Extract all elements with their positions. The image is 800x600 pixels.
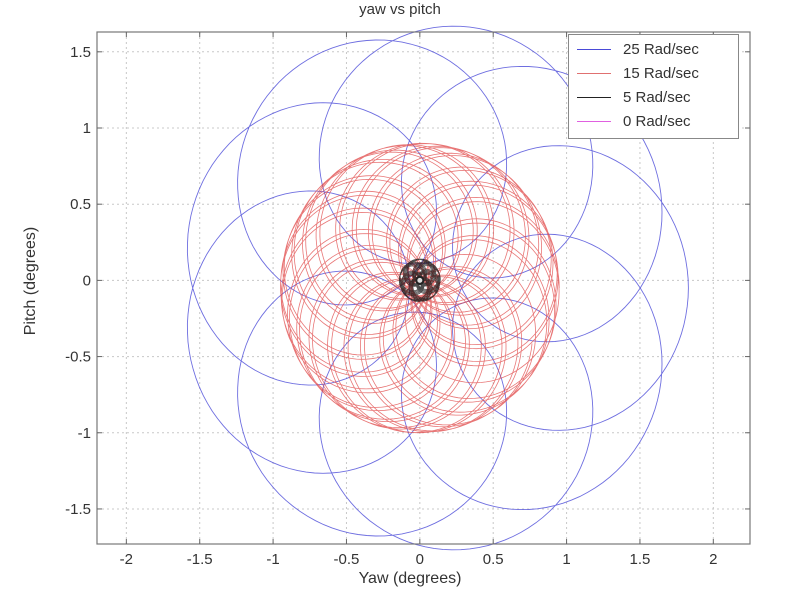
- legend-item-15-rad: 15 Rad/sec: [577, 62, 699, 84]
- origin-marker: [415, 275, 425, 285]
- svg-text:1.5: 1.5: [630, 551, 651, 568]
- svg-text:-1: -1: [266, 551, 279, 568]
- series-15-rad-sec: [280, 142, 560, 434]
- legend: 25 Rad/sec 15 Rad/sec 5 Rad/sec 0 Rad/se…: [568, 34, 739, 139]
- chart-title: yaw vs pitch: [359, 1, 441, 18]
- svg-text:1: 1: [83, 120, 91, 137]
- legend-line-icon: [577, 72, 611, 74]
- legend-line-icon: [577, 120, 611, 122]
- svg-text:-1.5: -1.5: [187, 551, 213, 568]
- svg-text:0: 0: [83, 272, 91, 289]
- legend-line-icon: [577, 96, 611, 98]
- svg-text:2: 2: [709, 551, 717, 568]
- axes-frame: [96, 31, 751, 545]
- legend-line-icon: [577, 48, 611, 50]
- svg-text:-0.5: -0.5: [334, 551, 360, 568]
- legend-label: 25 Rad/sec: [623, 40, 699, 58]
- legend-item-5-rad: 5 Rad/sec: [577, 86, 691, 108]
- data-curves: [186, 25, 689, 551]
- svg-text:1.5: 1.5: [70, 44, 91, 61]
- svg-text:0.5: 0.5: [70, 196, 91, 213]
- axis-ticks: -2 -1.5 -1 -0.5 0 0.5 1 1.5 2 -1.5 -1 -0.5 0 0.5 1 1.5: [65, 32, 750, 568]
- legend-label: 5 Rad/sec: [623, 88, 691, 106]
- x-axis-label: Yaw (degrees): [358, 570, 462, 587]
- svg-text:-1.5: -1.5: [65, 501, 91, 518]
- svg-text:-2: -2: [120, 551, 133, 568]
- legend-item-0-rad: 0 Rad/sec: [577, 110, 691, 132]
- svg-text:0.5: 0.5: [483, 551, 504, 568]
- legend-item-25-rad: 25 Rad/sec: [577, 38, 699, 60]
- legend-label: 0 Rad/sec: [623, 112, 691, 130]
- y-axis-label: Pitch (degrees): [22, 226, 39, 336]
- svg-text:0: 0: [416, 551, 424, 568]
- series-25-rad-sec: [186, 25, 689, 551]
- svg-text:1: 1: [562, 551, 570, 568]
- svg-text:-1: -1: [78, 425, 91, 442]
- legend-label: 15 Rad/sec: [623, 64, 699, 82]
- svg-text:-0.5: -0.5: [65, 349, 91, 366]
